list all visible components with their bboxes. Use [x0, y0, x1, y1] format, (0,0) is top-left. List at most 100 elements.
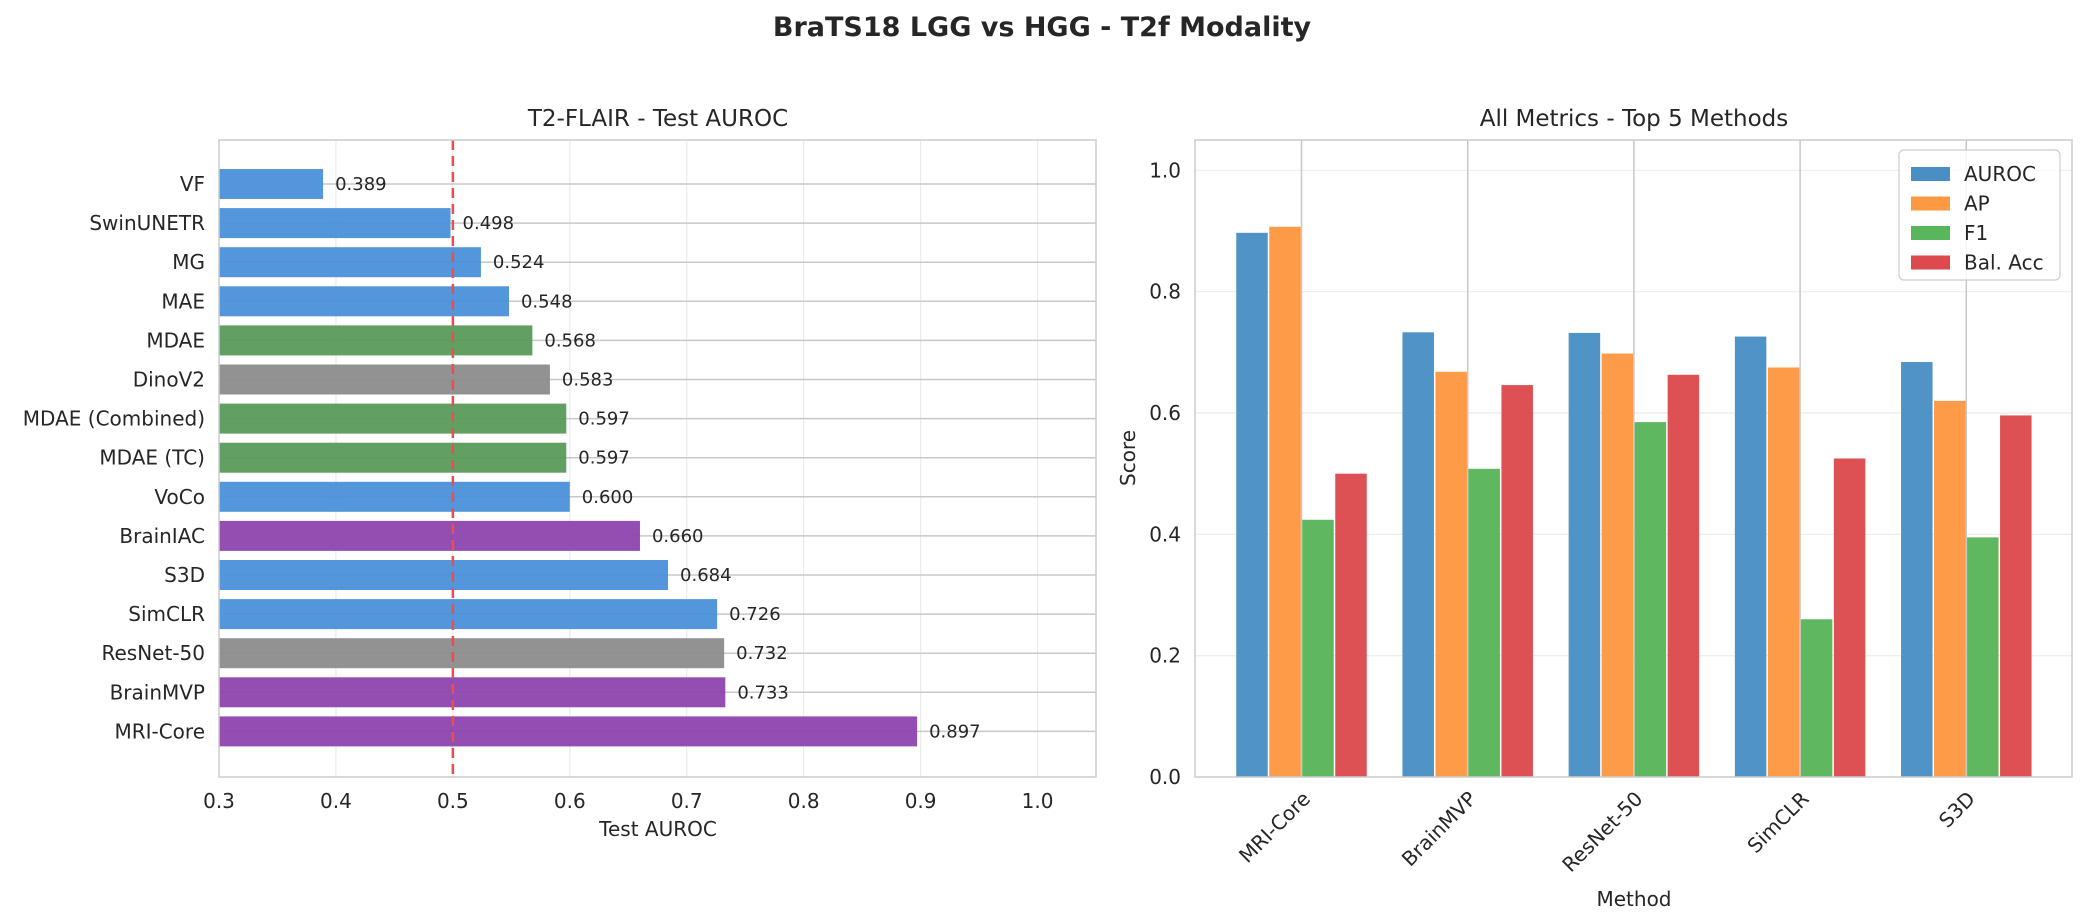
- bar-ap-mri-core: [1269, 226, 1301, 778]
- bar-value-label: 0.726: [729, 604, 781, 625]
- legend-frame: [1898, 149, 2061, 281]
- x-tick-label: 0.3: [203, 789, 235, 813]
- x-tick-label: MRI-Core: [1234, 787, 1315, 868]
- bar-bal-acc-s3d: [2000, 415, 2032, 777]
- left-chart-title: T2-FLAIR - Test AUROC: [527, 106, 788, 132]
- legend-swatch: [1911, 196, 1950, 211]
- left-data-labels: 0.389 0.498 0.524 0.548 0.568 0.583 0.597 0.597…: [335, 174, 981, 742]
- bar-s3d: [219, 560, 669, 590]
- y-tick-label: MDAE (TC): [99, 446, 205, 470]
- y-tick-label: MG: [172, 250, 205, 274]
- x-tick-label: 0.8: [788, 789, 820, 813]
- bar-value-label: 0.660: [652, 526, 704, 547]
- bar-mae: [219, 286, 509, 317]
- bar-bal-acc-mri-core: [1335, 473, 1367, 777]
- right-y-axis-label: Score: [1116, 430, 1140, 486]
- y-tick-label: 0.4: [1149, 522, 1181, 546]
- figure-title: BraTS18 LGG vs HGG - T2f Modality: [773, 12, 1312, 43]
- left-plot-frame: [218, 139, 1097, 778]
- bar-auroc-simclr: [1734, 336, 1767, 777]
- legend-label: Bal. Acc: [1964, 251, 2044, 275]
- bar-ap-brainmvp: [1435, 371, 1467, 777]
- bar-swinunetr: [219, 208, 451, 239]
- bar-value-label: 0.733: [737, 682, 789, 703]
- right-y-tick-labels: 0.0 0.2 0.4 0.6 0.8 1.0: [1149, 158, 1181, 789]
- right-plot-frame: [1194, 139, 2073, 778]
- bar-mdae-combined: [219, 403, 567, 434]
- bar-auroc-brainmvp: [1402, 332, 1434, 777]
- x-tick-label: 0.9: [905, 789, 937, 813]
- right-x-axis-label: Method: [1596, 887, 1671, 911]
- y-tick-label: SwinUNETR: [89, 211, 205, 235]
- legend: AUROC AP F1 Bal. Acc: [1898, 149, 2061, 281]
- right-chart-title: All Metrics - Top 5 Methods: [1480, 106, 1789, 132]
- bar-auroc-resnet-50: [1568, 332, 1601, 777]
- bar-f1-s3d: [1967, 537, 1999, 777]
- bar-value-label: 0.597: [578, 448, 630, 469]
- bar-value-label: 0.389: [335, 174, 387, 195]
- y-tick-label: 1.0: [1149, 158, 1181, 182]
- bar-bal-acc-brainmvp: [1501, 385, 1533, 777]
- y-tick-label: S3D: [164, 563, 205, 587]
- bar-value-label: 0.597: [578, 409, 630, 430]
- bar-simclr: [219, 599, 718, 630]
- y-tick-label: 0.2: [1149, 644, 1181, 668]
- x-tick-label: ResNet-50: [1557, 787, 1647, 877]
- legend-swatch: [1911, 255, 1950, 270]
- legend-label: AP: [1964, 192, 1990, 216]
- y-tick-label: BrainIAC: [119, 524, 205, 548]
- legend-label: AUROC: [1964, 162, 2036, 186]
- auroc-bar-chart: T2-FLAIR - Test AUROC 0.389 0.498 0.524 0.5…: [23, 106, 1097, 841]
- y-tick-label: MDAE (Combined): [23, 407, 205, 431]
- bar-mri-core: [219, 716, 918, 747]
- bar-f1-brainmvp: [1468, 468, 1500, 777]
- left-x-tick-labels: 0.3 0.4 0.5 0.6 0.7 0.8 0.9 1.0: [203, 789, 1053, 813]
- bar-mg: [219, 247, 481, 278]
- bar-value-label: 0.568: [544, 330, 596, 351]
- legend-swatch: [1911, 226, 1950, 240]
- bar-resnet-50: [219, 638, 725, 669]
- x-tick-label: 0.6: [554, 789, 586, 813]
- bar-auroc-s3d: [1901, 362, 1933, 777]
- y-tick-label: DinoV2: [133, 368, 205, 392]
- x-tick-label: 0.5: [437, 789, 469, 813]
- bar-vf: [219, 169, 324, 199]
- y-tick-label: 0.6: [1149, 401, 1181, 425]
- legend-label: F1: [1964, 221, 1988, 245]
- bar-value-label: 0.600: [582, 487, 634, 508]
- bar-bal-acc-resnet-50: [1667, 374, 1700, 777]
- bar-dinov2: [219, 364, 550, 395]
- bar-brainiac: [219, 520, 640, 551]
- x-tick-label: BrainMVP: [1397, 787, 1481, 871]
- bar-value-label: 0.732: [736, 643, 788, 664]
- legend-swatch: [1911, 167, 1950, 181]
- y-tick-label: 0.8: [1149, 280, 1181, 304]
- y-tick-label: VF: [180, 172, 205, 196]
- bar-value-label: 0.684: [680, 565, 732, 586]
- bar-mdae-tc: [219, 442, 567, 473]
- left-bars: [219, 169, 918, 747]
- y-tick-label: VoCo: [154, 485, 205, 509]
- bar-value-label: 0.583: [562, 370, 614, 391]
- left-y-tick-labels: VF SwinUNETR MG MAE MDAE DinoV2 MDAE (Combined…: [23, 172, 205, 743]
- right-x-tick-labels: MRI-Core BrainMVP ResNet-50 SimCLR S3D: [1234, 787, 1980, 877]
- bar-ap-simclr: [1767, 367, 1800, 777]
- x-tick-label: S3D: [1934, 787, 1980, 833]
- bar-f1-resnet-50: [1634, 422, 1667, 777]
- y-tick-label: BrainMVP: [110, 680, 205, 704]
- bar-ap-s3d: [1934, 400, 1966, 777]
- bar-bal-acc-simclr: [1833, 458, 1866, 777]
- y-tick-label: MAE: [161, 289, 205, 313]
- bar-value-label: 0.548: [521, 291, 573, 312]
- y-tick-label: ResNet-50: [102, 641, 206, 665]
- bar-voco: [219, 481, 570, 512]
- bar-ap-resnet-50: [1601, 353, 1634, 777]
- right-bars: [1236, 226, 2032, 778]
- x-tick-label: 0.7: [671, 789, 703, 813]
- x-tick-label: SimCLR: [1742, 787, 1813, 858]
- bar-f1-mri-core: [1302, 519, 1334, 777]
- bar-brainmvp: [219, 677, 726, 708]
- metrics-grouped-bar-chart: All Metrics - Top 5 Methods 0.0 0.2 0.4 0.6…: [1116, 106, 2073, 911]
- bar-f1-simclr: [1800, 619, 1833, 777]
